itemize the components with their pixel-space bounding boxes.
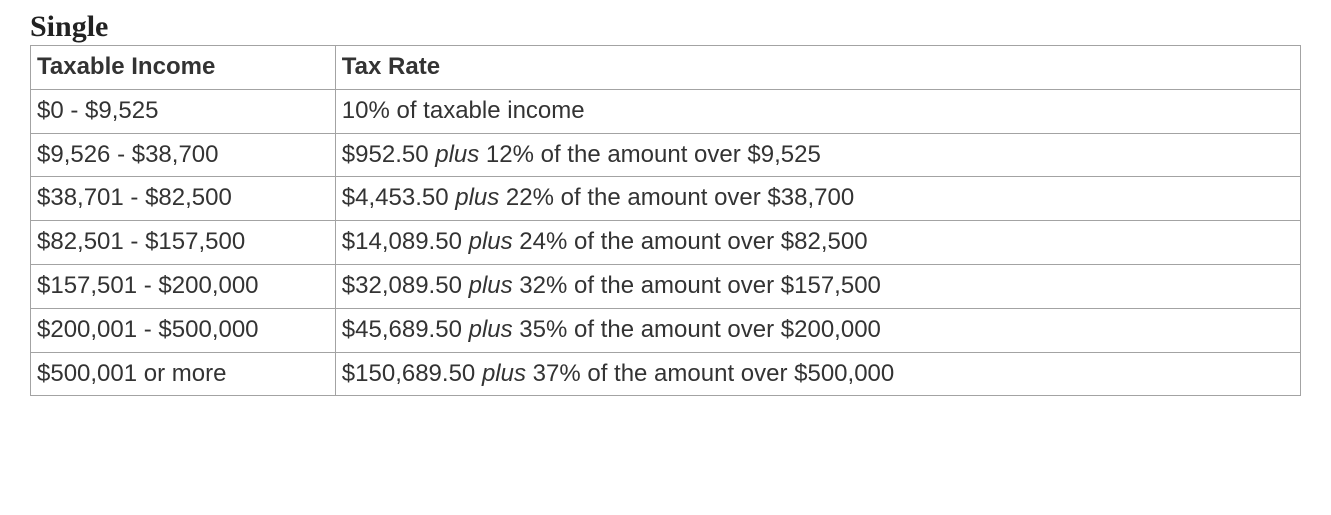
rate-prefix: $150,689.50 [342,360,482,387]
table-row: $9,526 - $38,700 $952.50 plus 12% of the… [31,133,1301,177]
rate-plus: plus [469,316,513,343]
cell-income: $82,501 - $157,500 [31,221,336,265]
cell-income: $500,001 or more [31,352,336,396]
tax-table-page: Single Taxable Income Tax Rate $0 - $9,5… [0,0,1331,416]
table-row: $38,701 - $82,500 $4,453.50 plus 22% of … [31,177,1301,221]
cell-rate: $4,453.50 plus 22% of the amount over $3… [335,177,1300,221]
rate-prefix: $32,089.50 [342,272,469,299]
cell-rate: 10% of taxable income [335,89,1300,133]
col-header-rate: Tax Rate [335,46,1300,90]
rate-plus: plus [469,228,513,255]
rate-prefix: $14,089.50 [342,228,469,255]
rate-plus: plus [455,184,499,211]
rate-suffix: 12% of the amount over $9,525 [479,141,821,168]
filing-status-title: Single [30,10,1301,43]
rate-prefix: $952.50 [342,141,435,168]
rate-suffix: 22% of the amount over $38,700 [499,184,854,211]
rate-suffix: 37% of the amount over $500,000 [526,360,894,387]
rate-plus: plus [482,360,526,387]
rate-prefix: $45,689.50 [342,316,469,343]
col-header-income: Taxable Income [31,46,336,90]
cell-income: $157,501 - $200,000 [31,264,336,308]
cell-rate: $14,089.50 plus 24% of the amount over $… [335,221,1300,265]
table-row: $82,501 - $157,500 $14,089.50 plus 24% o… [31,221,1301,265]
table-row: $0 - $9,525 10% of taxable income [31,89,1301,133]
cell-rate: $32,089.50 plus 32% of the amount over $… [335,264,1300,308]
table-row: $500,001 or more $150,689.50 plus 37% of… [31,352,1301,396]
rate-plus: plus [435,141,479,168]
table-header-row: Taxable Income Tax Rate [31,46,1301,90]
cell-rate: $952.50 plus 12% of the amount over $9,5… [335,133,1300,177]
tax-bracket-table: Taxable Income Tax Rate $0 - $9,525 10% … [30,45,1301,396]
rate-prefix: 10% of taxable income [342,97,585,124]
cell-income: $0 - $9,525 [31,89,336,133]
cell-income: $9,526 - $38,700 [31,133,336,177]
table-row: $200,001 - $500,000 $45,689.50 plus 35% … [31,308,1301,352]
cell-rate: $45,689.50 plus 35% of the amount over $… [335,308,1300,352]
rate-prefix: $4,453.50 [342,184,455,211]
rate-suffix: 32% of the amount over $157,500 [513,272,881,299]
rate-suffix: 35% of the amount over $200,000 [513,316,881,343]
table-row: $157,501 - $200,000 $32,089.50 plus 32% … [31,264,1301,308]
cell-income: $38,701 - $82,500 [31,177,336,221]
rate-suffix: 24% of the amount over $82,500 [513,228,868,255]
cell-rate: $150,689.50 plus 37% of the amount over … [335,352,1300,396]
cell-income: $200,001 - $500,000 [31,308,336,352]
rate-plus: plus [469,272,513,299]
